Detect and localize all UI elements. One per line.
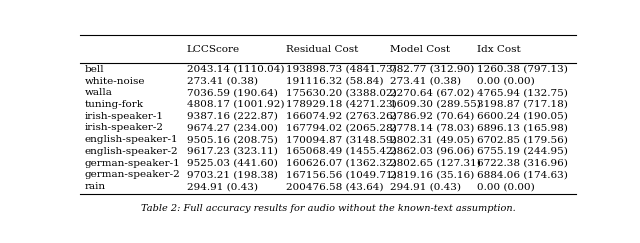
- Text: 2802.65 (127.31): 2802.65 (127.31): [390, 159, 481, 168]
- Text: 6600.24 (190.05): 6600.24 (190.05): [477, 112, 568, 121]
- Text: english-speaker-2: english-speaker-2: [85, 147, 179, 156]
- Text: 9617.23 (323.11): 9617.23 (323.11): [187, 147, 278, 156]
- Text: 782.77 (312.90): 782.77 (312.90): [390, 65, 474, 74]
- Text: 273.41 (0.38): 273.41 (0.38): [187, 77, 258, 86]
- Text: 178929.18 (4271.23): 178929.18 (4271.23): [286, 100, 397, 109]
- Text: 193898.73 (4841.73): 193898.73 (4841.73): [286, 65, 397, 74]
- Text: 294.91 (0.43): 294.91 (0.43): [390, 182, 461, 191]
- Text: Residual Cost: Residual Cost: [286, 45, 358, 54]
- Text: 2786.92 (70.64): 2786.92 (70.64): [390, 112, 474, 121]
- Text: 165068.49 (1455.42): 165068.49 (1455.42): [286, 147, 397, 156]
- Text: 2270.64 (67.02): 2270.64 (67.02): [390, 88, 474, 97]
- Text: 167794.02 (2065.28): 167794.02 (2065.28): [286, 123, 397, 132]
- Text: 6884.06 (174.63): 6884.06 (174.63): [477, 170, 568, 179]
- Text: 1260.38 (797.13): 1260.38 (797.13): [477, 65, 568, 74]
- Text: 9387.16 (222.87): 9387.16 (222.87): [187, 112, 278, 121]
- Text: 0.00 (0.00): 0.00 (0.00): [477, 77, 534, 86]
- Text: tuning-fork: tuning-fork: [85, 100, 144, 109]
- Text: 6722.38 (316.96): 6722.38 (316.96): [477, 159, 568, 168]
- Text: 0.00 (0.00): 0.00 (0.00): [477, 182, 534, 191]
- Text: 9525.03 (441.60): 9525.03 (441.60): [187, 159, 278, 168]
- Text: 2778.14 (78.03): 2778.14 (78.03): [390, 123, 474, 132]
- Text: 3198.87 (717.18): 3198.87 (717.18): [477, 100, 568, 109]
- Text: 7036.59 (190.64): 7036.59 (190.64): [187, 88, 278, 97]
- Text: Idx Cost: Idx Cost: [477, 45, 520, 54]
- Text: walla: walla: [85, 88, 113, 97]
- Text: LCCScore: LCCScore: [187, 45, 240, 54]
- Text: 294.91 (0.43): 294.91 (0.43): [187, 182, 258, 191]
- Text: irish-speaker-1: irish-speaker-1: [85, 112, 164, 121]
- Text: rain: rain: [85, 182, 106, 191]
- Text: 166074.92 (2763.26): 166074.92 (2763.26): [286, 112, 397, 121]
- Text: 1609.30 (289.55): 1609.30 (289.55): [390, 100, 481, 109]
- Text: 273.41 (0.38): 273.41 (0.38): [390, 77, 461, 86]
- Text: 6702.85 (179.56): 6702.85 (179.56): [477, 135, 568, 144]
- Text: 2043.14 (1110.04): 2043.14 (1110.04): [187, 65, 284, 74]
- Text: 160626.07 (1362.32): 160626.07 (1362.32): [286, 159, 397, 168]
- Text: 4808.17 (1001.92): 4808.17 (1001.92): [187, 100, 284, 109]
- Text: 6755.19 (244.95): 6755.19 (244.95): [477, 147, 568, 156]
- Text: 9703.21 (198.38): 9703.21 (198.38): [187, 170, 278, 179]
- Text: 6896.13 (165.98): 6896.13 (165.98): [477, 123, 568, 132]
- Text: 167156.56 (1049.71): 167156.56 (1049.71): [286, 170, 397, 179]
- Text: 170094.87 (3148.59): 170094.87 (3148.59): [286, 135, 397, 144]
- Text: 9505.16 (208.75): 9505.16 (208.75): [187, 135, 278, 144]
- Text: white-noise: white-noise: [85, 77, 145, 86]
- Text: bell: bell: [85, 65, 104, 74]
- Text: 200476.58 (43.64): 200476.58 (43.64): [286, 182, 383, 191]
- Text: 9674.27 (234.00): 9674.27 (234.00): [187, 123, 278, 132]
- Text: english-speaker-1: english-speaker-1: [85, 135, 179, 144]
- Text: irish-speaker-2: irish-speaker-2: [85, 123, 164, 132]
- Text: 2819.16 (35.16): 2819.16 (35.16): [390, 170, 474, 179]
- Text: 175630.20 (3388.02): 175630.20 (3388.02): [286, 88, 397, 97]
- Text: 2802.31 (49.05): 2802.31 (49.05): [390, 135, 474, 144]
- Text: 2862.03 (96.06): 2862.03 (96.06): [390, 147, 474, 156]
- Text: 4765.94 (132.75): 4765.94 (132.75): [477, 88, 568, 97]
- Text: Model Cost: Model Cost: [390, 45, 450, 54]
- Text: 191116.32 (58.84): 191116.32 (58.84): [286, 77, 383, 86]
- Text: Table 2: Full accuracy results for audio without the known-text assumption.: Table 2: Full accuracy results for audio…: [141, 204, 515, 213]
- Text: german-speaker-2: german-speaker-2: [85, 170, 180, 179]
- Text: german-speaker-1: german-speaker-1: [85, 159, 180, 168]
